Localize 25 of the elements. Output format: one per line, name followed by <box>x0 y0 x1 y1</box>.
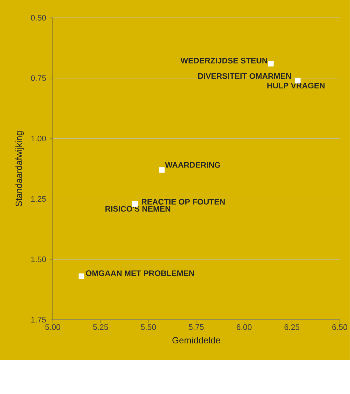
y-tick-label: 1.50 <box>32 256 46 262</box>
y-tick-label: 1.00 <box>32 136 46 142</box>
x-tick-label: 5.25 <box>93 324 108 330</box>
x-tick-label: 6.00 <box>236 324 252 330</box>
x-tick-label: 6.50 <box>332 324 348 330</box>
y-tick-label: 0.75 <box>31 76 46 82</box>
x-tick-label: 5.50 <box>141 324 156 330</box>
y-tick-label: 1.25 <box>32 196 46 202</box>
x-tick-label: 5.75 <box>189 324 204 330</box>
annotation: HULP VRAGEN <box>268 83 325 89</box>
annotation: REACTIE OP FOUTEN <box>142 199 225 205</box>
y-tick-label: 1.75 <box>32 317 46 323</box>
annotation: WAARDERING <box>165 162 220 168</box>
annotation: RISICO'S NEMEN <box>106 206 171 212</box>
point <box>78 274 84 280</box>
point <box>268 61 274 67</box>
x-axis-title: Gemiddelde <box>172 337 220 344</box>
x-tick-label: 6.25 <box>284 324 300 330</box>
annotation: OMGAAN MET PROBLEMEN <box>86 270 194 276</box>
x-tick-label: 5.00 <box>46 324 60 330</box>
y-tick-label: 0.50 <box>31 15 46 21</box>
annotation: DIVERSITEIT OMARMEN <box>198 73 292 80</box>
point <box>159 167 165 174</box>
y-axis-title: Standaardafwijking <box>16 132 24 207</box>
annotation: WEDERZIJDSE STEUN <box>180 58 268 64</box>
